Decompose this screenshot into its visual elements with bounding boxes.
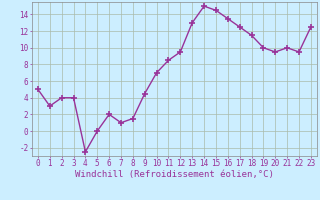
X-axis label: Windchill (Refroidissement éolien,°C): Windchill (Refroidissement éolien,°C) (75, 170, 274, 179)
